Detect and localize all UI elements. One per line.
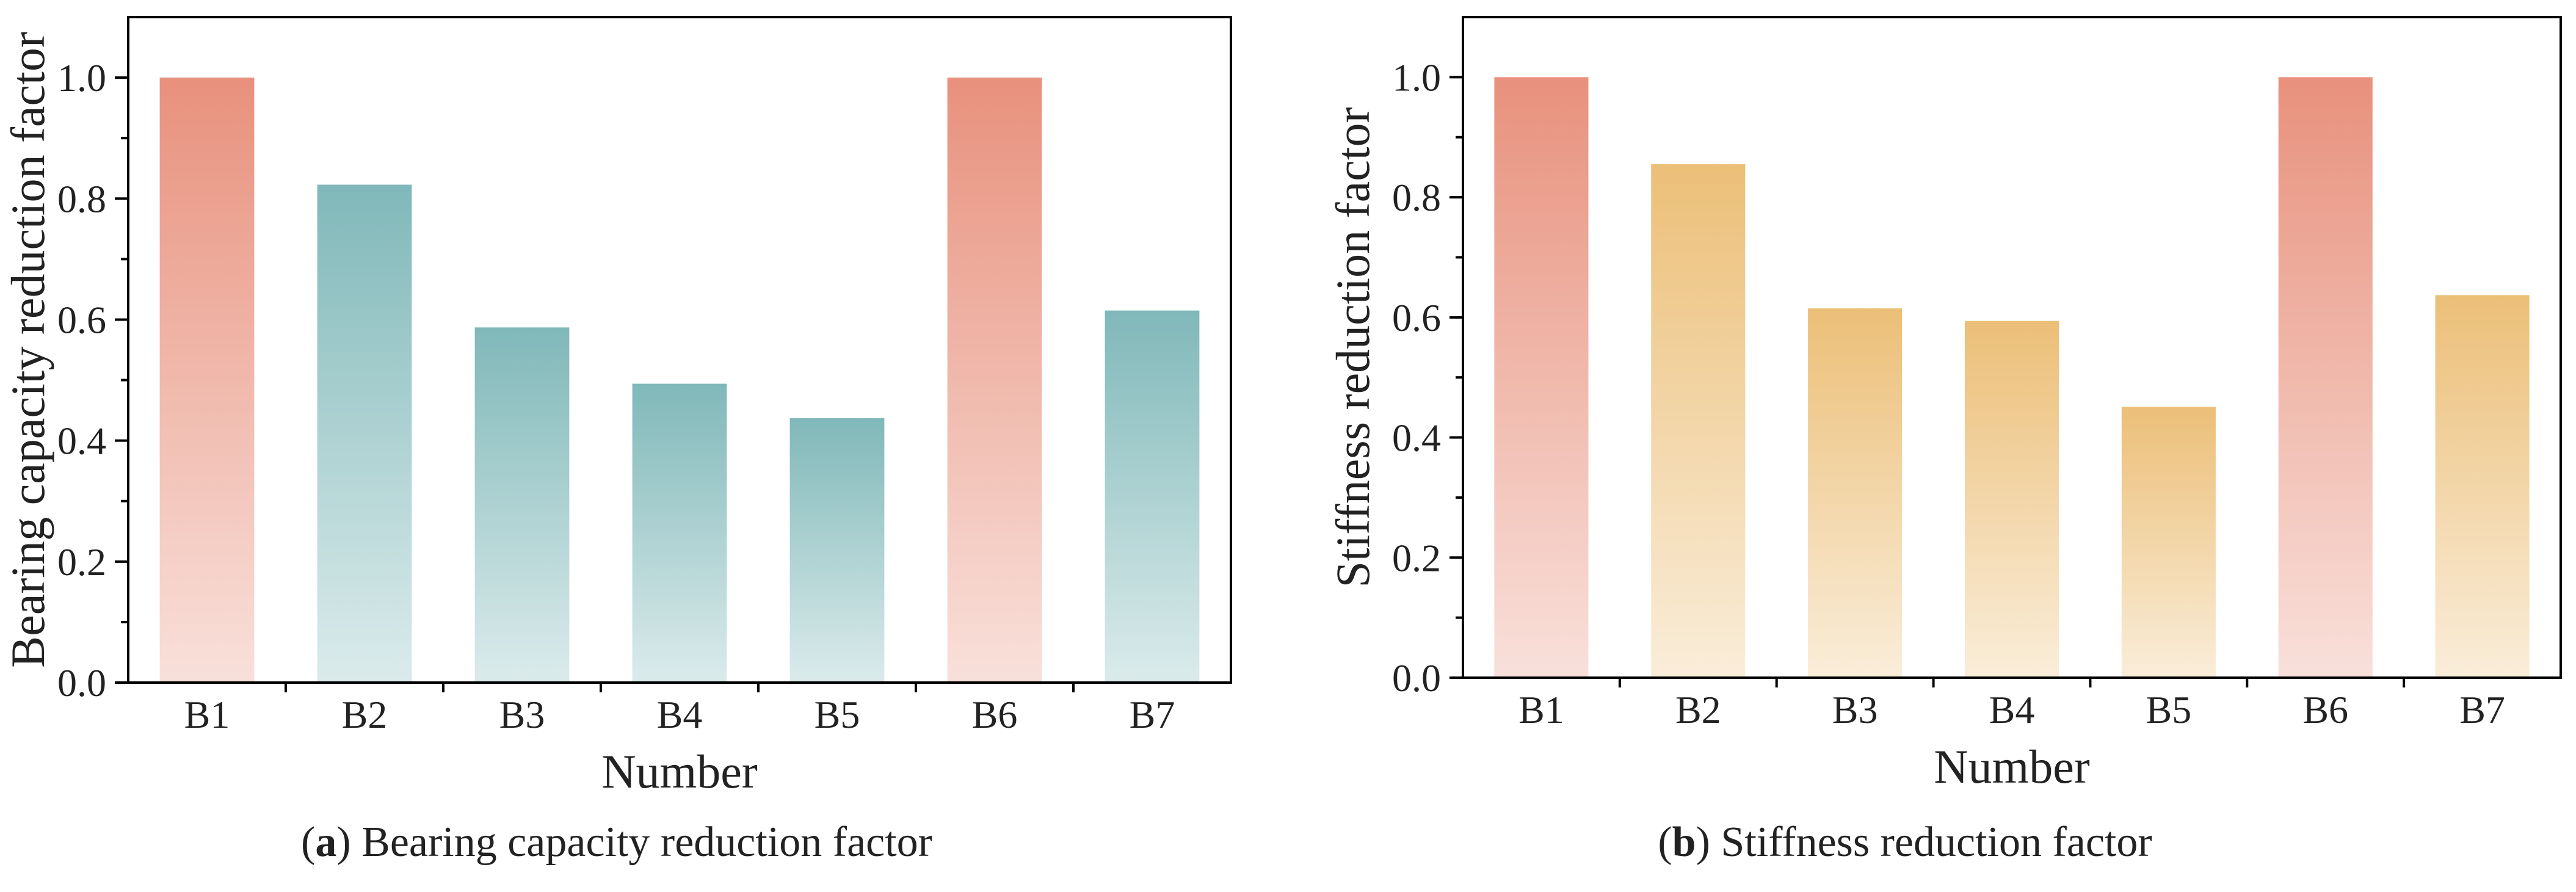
- y-axis-label: Bearing capacity reduction factor: [1, 32, 54, 668]
- chart-bearing-capacity: 0.0 0.2 0.4 0.6 0.8 1.0 B1 B2 B3 B4 B5 B6 B7 Number Be…: [1, 16, 1232, 798]
- x-tick-label: B2: [1675, 688, 1721, 731]
- panel-b: 0.0 0.2 0.4 0.6 0.8 1.0 B1 B2 B3 B4 B5 B6 B7 Number St…: [1288, 0, 2576, 892]
- bar-b4: [632, 383, 727, 683]
- plot-frame: [1462, 16, 2562, 679]
- y-tick-label: 0.0: [1392, 656, 1441, 700]
- x-tick-label: B3: [1832, 688, 1878, 731]
- caption-b-letter: b: [1672, 819, 1696, 866]
- x-tick-label: B5: [815, 693, 860, 736]
- x-tick-label: B4: [657, 693, 703, 736]
- y-axis-label: Stiffness reduction factor: [1326, 107, 1379, 587]
- plot-frame: [127, 16, 1232, 684]
- bar-b6: [2278, 77, 2373, 678]
- x-tick-label: B7: [2459, 688, 2505, 731]
- caption-b-text: Stiffness reduction factor: [1721, 819, 2152, 866]
- caption-b: (b) Stiffness reduction factor: [1658, 819, 2152, 866]
- bar-b2: [1651, 164, 1746, 678]
- y-tick-label: 0.4: [1392, 416, 1441, 460]
- y-tick-label: 0.6: [57, 298, 106, 341]
- x-tick-label: B4: [1989, 688, 2035, 731]
- y-tick-label: 0.2: [57, 540, 106, 584]
- caption-a-letter: a: [315, 819, 337, 866]
- bar-b3: [1808, 308, 1903, 678]
- bar-b5: [2121, 407, 2216, 678]
- y-tick-label: 0.8: [57, 177, 106, 220]
- y-tick-label: 0.2: [1392, 536, 1441, 579]
- x-axis-label: Number: [601, 745, 758, 798]
- x-tick-label: B1: [1518, 688, 1564, 731]
- bar-b3: [474, 327, 570, 683]
- y-tick-label: 0.4: [57, 419, 106, 463]
- panel-a: 0.0 0.2 0.4 0.6 0.8 1.0 B1 B2 B3 B4 B5 B6 B7 Number Be…: [1, 16, 1232, 866]
- x-tick-label: B2: [342, 693, 388, 736]
- y-tick-label: 0.6: [1392, 296, 1441, 339]
- bar-b6: [947, 78, 1042, 683]
- x-tick-label: B6: [972, 693, 1018, 736]
- x-tick-label: B3: [499, 693, 545, 736]
- caption-a: (a) Bearing capacity reduction factor: [301, 819, 932, 866]
- bar-b2: [317, 184, 412, 683]
- x-tick-label: B7: [1130, 693, 1175, 736]
- bar-b1: [1494, 77, 1589, 678]
- y-tick-label: 1.0: [57, 56, 106, 100]
- x-tick-label: B6: [2302, 688, 2348, 731]
- x-axis-label: Number: [1934, 740, 2090, 793]
- bar-b7: [1105, 310, 1200, 683]
- bar-b4: [1964, 321, 2059, 678]
- y-tick-label: 1.0: [1392, 56, 1441, 99]
- x-tick-label: B1: [184, 693, 230, 736]
- y-tick-label: 0.0: [57, 661, 106, 705]
- y-tick-label: 0.8: [1392, 176, 1441, 219]
- bar-b5: [789, 418, 885, 683]
- chart-stiffness: 0.0 0.2 0.4 0.6 0.8 1.0 B1 B2 B3 B4 B5 B6 B7 Number St…: [1326, 16, 2562, 793]
- caption-a-text: Bearing capacity reduction factor: [361, 819, 932, 866]
- bar-b1: [159, 78, 255, 683]
- bar-b7: [2435, 295, 2530, 678]
- x-tick-label: B5: [2146, 688, 2192, 731]
